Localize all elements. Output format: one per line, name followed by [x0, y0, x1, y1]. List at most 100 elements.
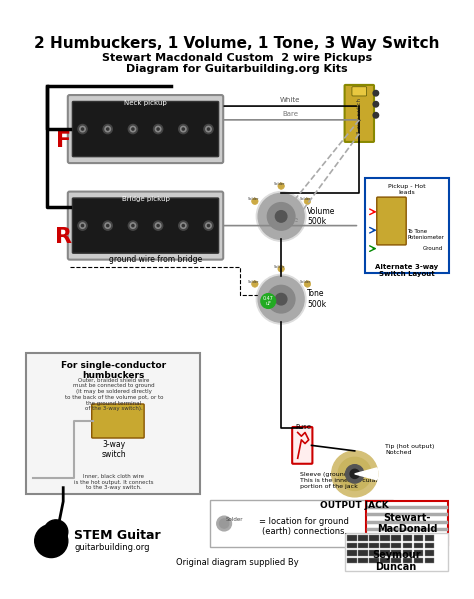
FancyBboxPatch shape: [68, 192, 223, 259]
FancyBboxPatch shape: [292, 427, 312, 464]
Text: 3-way switch: 3-way switch: [357, 98, 362, 134]
Text: Solder: Solder: [273, 182, 285, 186]
FancyBboxPatch shape: [369, 558, 379, 563]
Circle shape: [304, 281, 310, 287]
Circle shape: [181, 223, 186, 228]
FancyBboxPatch shape: [347, 543, 356, 548]
FancyBboxPatch shape: [425, 558, 434, 563]
Text: Volume
500k: Volume 500k: [307, 207, 335, 226]
Text: Stewart-
MacDonald: Stewart- MacDonald: [377, 513, 438, 534]
FancyBboxPatch shape: [425, 543, 434, 548]
Circle shape: [304, 198, 310, 204]
Text: White: White: [280, 97, 301, 103]
Text: For single-conductor
humbuckers: For single-conductor humbuckers: [61, 361, 166, 380]
Circle shape: [82, 225, 83, 226]
Text: Seymour
Duncan: Seymour Duncan: [372, 550, 420, 572]
FancyBboxPatch shape: [68, 95, 223, 163]
Circle shape: [256, 192, 306, 241]
FancyBboxPatch shape: [381, 558, 390, 563]
FancyBboxPatch shape: [402, 536, 412, 541]
Text: Bridge pickup: Bridge pickup: [121, 196, 169, 202]
Circle shape: [78, 221, 87, 230]
Text: Original diagram supplied By: Original diagram supplied By: [176, 558, 298, 567]
Circle shape: [373, 101, 379, 107]
Text: Pickup - Hot
leads: Pickup - Hot leads: [388, 184, 426, 195]
FancyBboxPatch shape: [392, 536, 401, 541]
Circle shape: [130, 126, 136, 132]
Text: Solder: Solder: [273, 265, 285, 269]
Text: R: R: [55, 226, 72, 247]
Circle shape: [204, 221, 213, 230]
Circle shape: [373, 113, 379, 118]
FancyBboxPatch shape: [365, 178, 449, 273]
Circle shape: [256, 274, 306, 324]
FancyBboxPatch shape: [392, 550, 401, 556]
FancyBboxPatch shape: [402, 543, 412, 548]
FancyBboxPatch shape: [425, 550, 434, 556]
Text: 2 Humbuckers, 1 Volume, 1 Tone, 3 Way Switch: 2 Humbuckers, 1 Volume, 1 Tone, 3 Way Sw…: [34, 36, 440, 51]
Text: Solder: Solder: [300, 198, 311, 201]
FancyBboxPatch shape: [381, 543, 390, 548]
FancyBboxPatch shape: [347, 536, 356, 541]
Text: Stewart Macdonald Custom  2 wire Pickups: Stewart Macdonald Custom 2 wire Pickups: [102, 53, 372, 63]
Text: Bare: Bare: [283, 111, 298, 117]
Circle shape: [105, 223, 110, 228]
Text: Solder: Solder: [300, 280, 311, 284]
FancyBboxPatch shape: [369, 536, 379, 541]
Wedge shape: [355, 468, 378, 480]
FancyBboxPatch shape: [366, 501, 448, 544]
Circle shape: [157, 225, 159, 226]
FancyBboxPatch shape: [425, 536, 434, 541]
Circle shape: [128, 125, 137, 134]
Circle shape: [219, 519, 229, 528]
FancyBboxPatch shape: [91, 404, 144, 438]
Text: Neck pickup: Neck pickup: [124, 99, 167, 105]
Circle shape: [132, 128, 134, 130]
Text: guitarbuilding.org: guitarbuilding.org: [74, 543, 150, 552]
Circle shape: [278, 183, 284, 189]
FancyBboxPatch shape: [347, 558, 356, 563]
Circle shape: [267, 285, 295, 313]
Circle shape: [132, 225, 134, 226]
Text: Alternate 3-way
Switch Layout: Alternate 3-way Switch Layout: [375, 264, 439, 277]
Text: To Tone
Poteniometer: To Tone Poteniometer: [407, 229, 444, 240]
Text: Fuse: Fuse: [295, 423, 311, 429]
Circle shape: [35, 525, 68, 558]
Circle shape: [179, 125, 188, 134]
FancyBboxPatch shape: [413, 558, 423, 563]
FancyBboxPatch shape: [352, 87, 367, 96]
Text: Solder: Solder: [226, 517, 244, 522]
Circle shape: [78, 125, 87, 134]
FancyBboxPatch shape: [413, 536, 423, 541]
FancyBboxPatch shape: [392, 543, 401, 548]
Text: 3-way
switch: 3-way switch: [101, 440, 126, 459]
Circle shape: [373, 90, 379, 96]
Text: F: F: [55, 131, 71, 151]
Text: OUTPUT JACK: OUTPUT JACK: [320, 501, 389, 510]
Circle shape: [107, 128, 109, 130]
FancyBboxPatch shape: [210, 500, 393, 547]
Text: Outer, braided shield wire
must be connected to ground
(it may be soldered direc: Outer, braided shield wire must be conne…: [64, 377, 163, 412]
FancyBboxPatch shape: [413, 543, 423, 548]
Circle shape: [278, 265, 284, 272]
FancyBboxPatch shape: [377, 197, 406, 245]
FancyBboxPatch shape: [358, 550, 367, 556]
FancyBboxPatch shape: [27, 352, 200, 494]
Text: Bare: Bare: [283, 217, 298, 223]
Circle shape: [80, 223, 85, 228]
FancyBboxPatch shape: [73, 101, 219, 157]
FancyBboxPatch shape: [73, 198, 219, 253]
Circle shape: [252, 198, 258, 204]
Circle shape: [258, 193, 304, 240]
FancyBboxPatch shape: [413, 550, 423, 556]
Circle shape: [103, 125, 112, 134]
Circle shape: [128, 221, 137, 230]
Text: Diagram for Guitarbuilding.org Kits: Diagram for Guitarbuilding.org Kits: [126, 63, 348, 74]
Text: Solder: Solder: [247, 198, 259, 201]
Circle shape: [157, 128, 159, 130]
Circle shape: [252, 281, 258, 287]
FancyBboxPatch shape: [381, 550, 390, 556]
Circle shape: [155, 223, 161, 228]
FancyBboxPatch shape: [392, 558, 401, 563]
FancyBboxPatch shape: [369, 543, 379, 548]
